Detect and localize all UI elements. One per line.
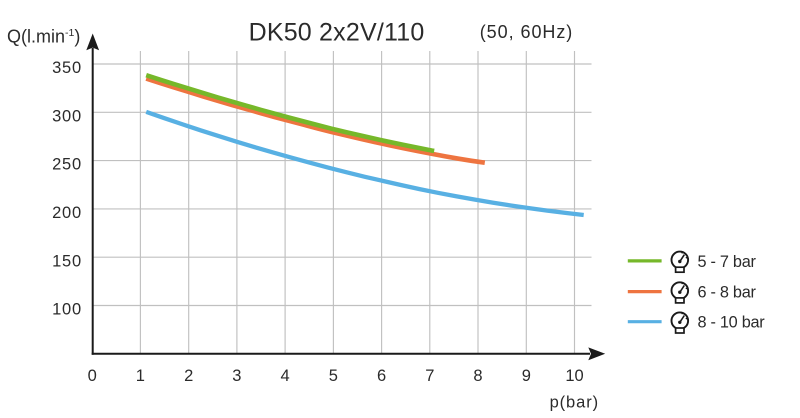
svg-text:8 - 10 bar: 8 - 10 bar	[698, 314, 766, 332]
svg-text:150: 150	[52, 252, 82, 270]
svg-text:2: 2	[184, 367, 193, 385]
svg-text:5: 5	[329, 367, 338, 385]
svg-text:100: 100	[52, 301, 82, 319]
svg-text:300: 300	[52, 107, 82, 125]
svg-text:6 - 8 bar: 6 - 8 bar	[698, 284, 757, 302]
svg-text:DK50 2x2V/110: DK50 2x2V/110	[249, 19, 425, 47]
svg-text:9: 9	[522, 367, 531, 385]
svg-text:(50, 60Hz): (50, 60Hz)	[480, 22, 574, 42]
svg-text:7: 7	[425, 367, 434, 385]
svg-text:6: 6	[377, 367, 386, 385]
svg-text:350: 350	[52, 59, 82, 77]
svg-text:Q(l.min-1): Q(l.min-1)	[7, 27, 80, 47]
svg-text:250: 250	[52, 156, 82, 174]
svg-text:3: 3	[232, 367, 241, 385]
svg-text:p(bar): p(bar)	[550, 394, 599, 412]
svg-text:200: 200	[52, 204, 82, 222]
svg-text:10: 10	[565, 367, 583, 385]
svg-text:4: 4	[281, 367, 290, 385]
svg-text:1: 1	[136, 367, 145, 385]
svg-text:0: 0	[88, 367, 97, 385]
svg-text:8: 8	[473, 367, 482, 385]
svg-text:5 - 7 bar: 5 - 7 bar	[698, 253, 757, 271]
